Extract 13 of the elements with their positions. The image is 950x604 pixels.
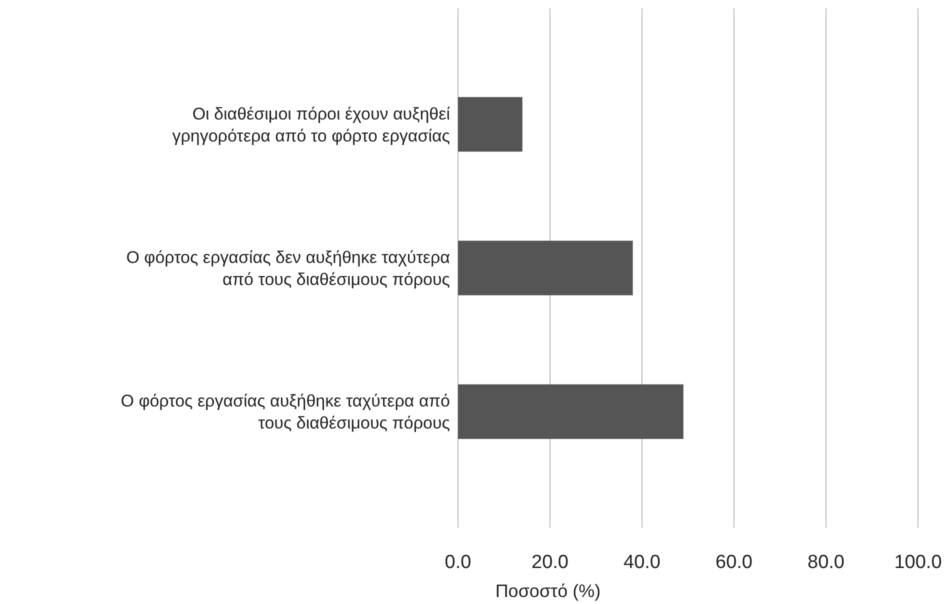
x-tick-label: 20.0 — [532, 552, 568, 573]
x-axis-title: Ποσοστό (%) — [495, 581, 601, 601]
bar — [458, 97, 522, 152]
x-tick-label: 60.0 — [716, 552, 752, 573]
y-tick-label: Οι διαθέσιμοι πόροι έχουν αυξηθεί γρηγορότερα από το φόρτο εργασίας — [172, 104, 450, 146]
x-tick-label: 100.0 — [894, 552, 942, 573]
bar — [458, 384, 684, 439]
y-tick-label: Ο φόρτος εργασίας αυξήθηκε ταχύτερα από τους διαθέσιμους πόρους — [120, 392, 450, 433]
x-tick-label: 40.0 — [624, 552, 660, 573]
x-tick-label: 0.0 — [444, 552, 472, 573]
bar — [458, 240, 633, 296]
y-tick-label: Ο φόρτος εργασίας δεν αυξήθηκε ταχύτερα από τους διαθέσιμους πόρους — [126, 248, 450, 289]
x-tick-label: 80.0 — [808, 552, 844, 573]
